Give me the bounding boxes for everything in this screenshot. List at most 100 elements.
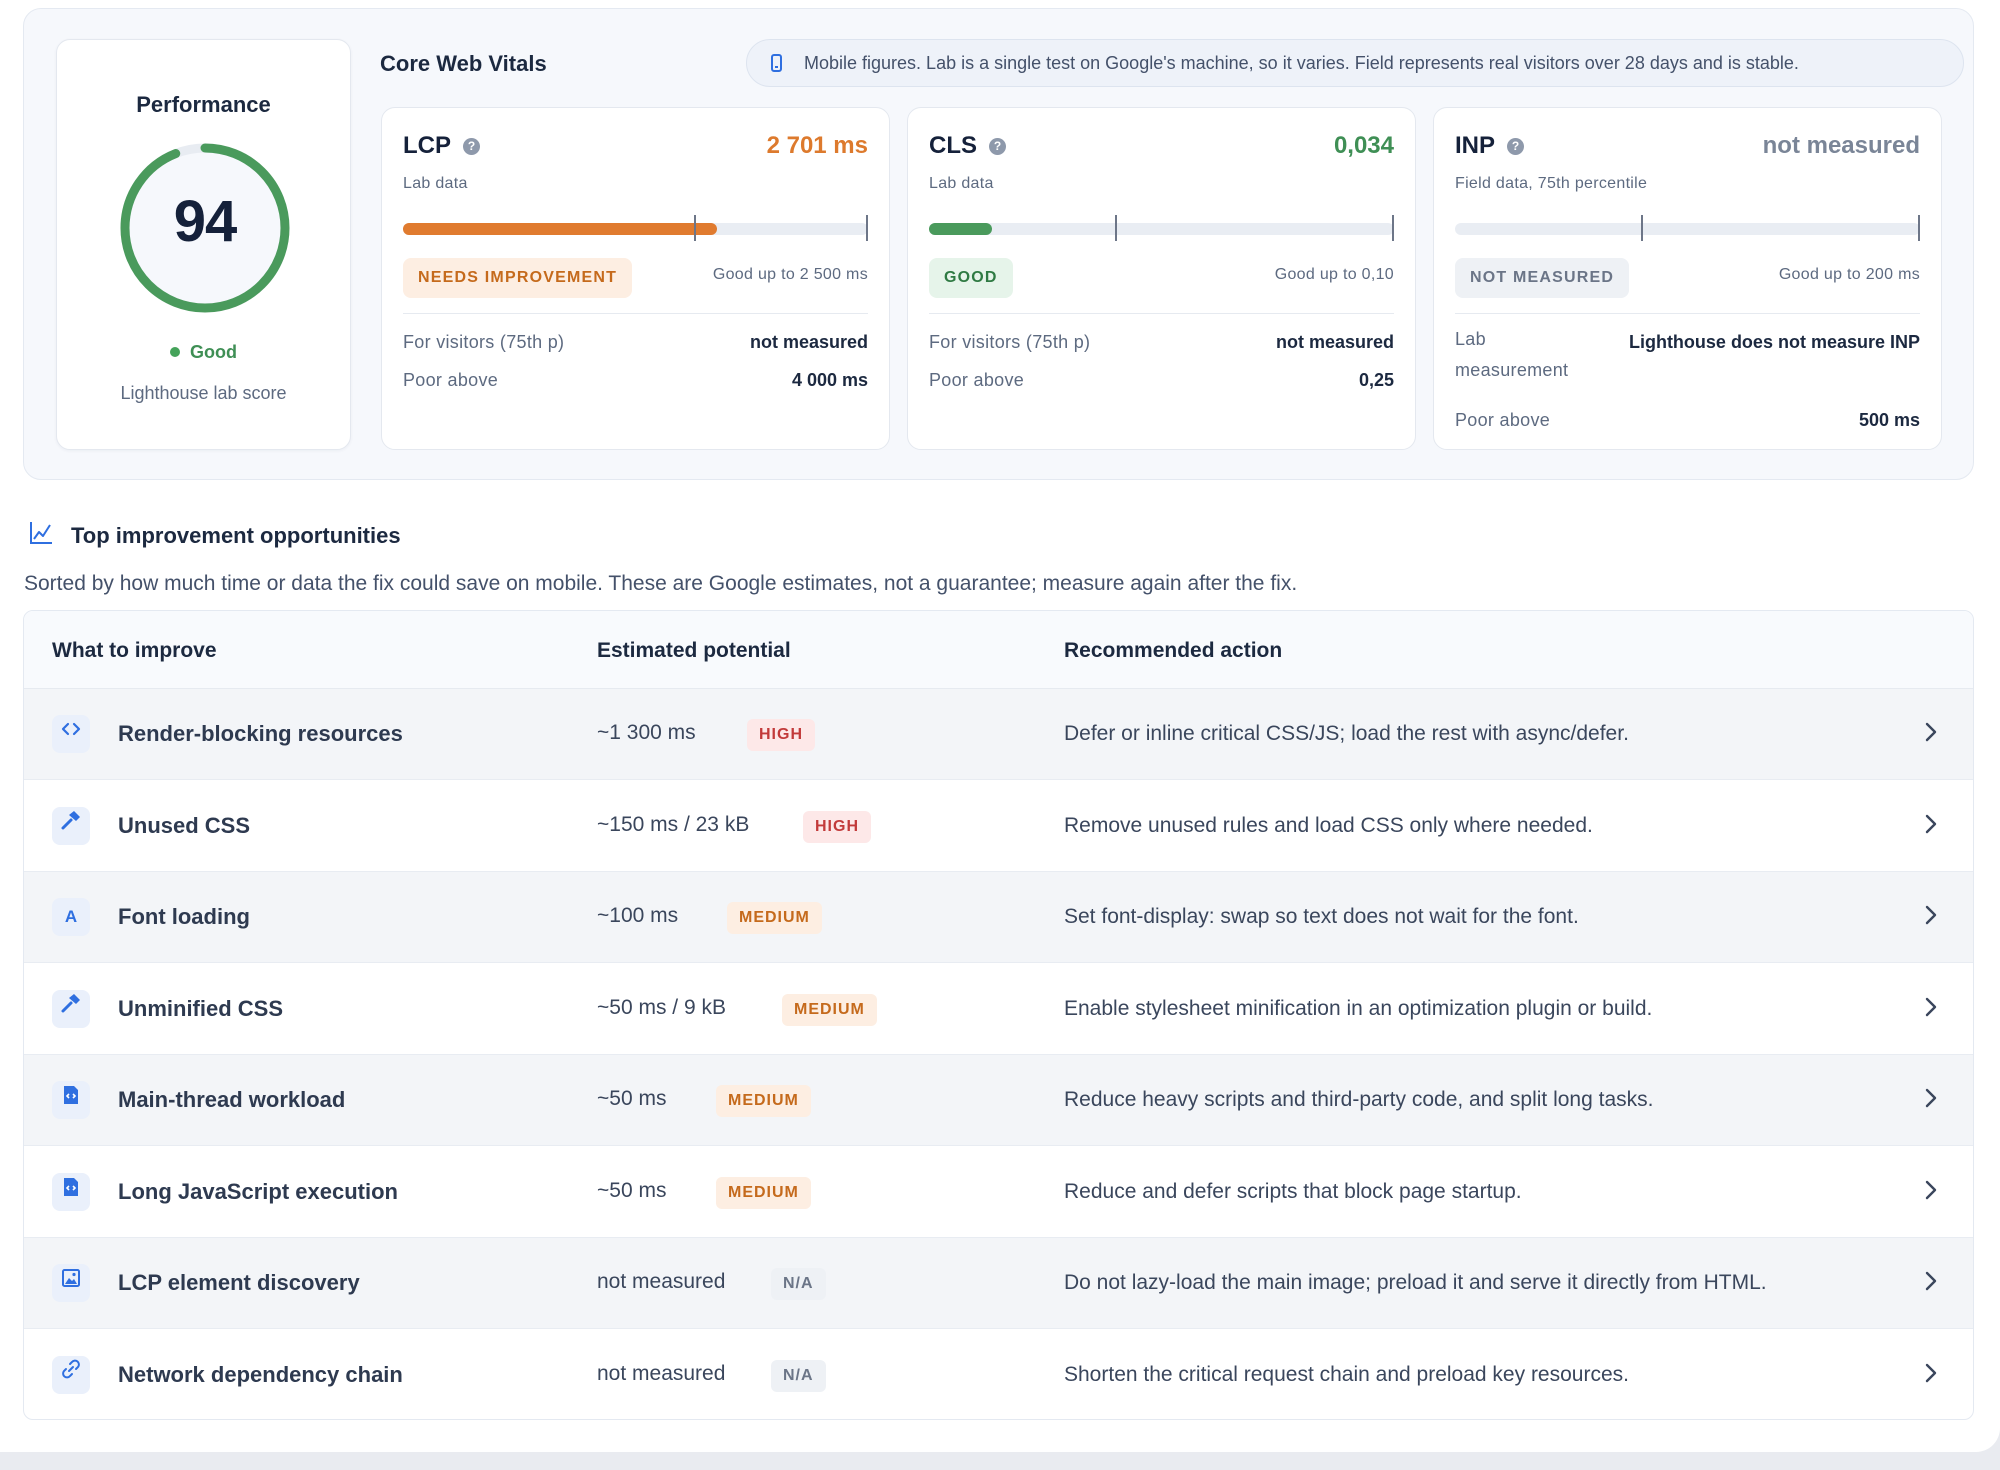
metric-good-threshold: Good up to 0,10 — [1274, 266, 1394, 283]
metric-row2-label: Poor above — [1455, 410, 1551, 430]
metric-bar-fill — [403, 223, 717, 235]
opportunities-description: Sorted by how much time or data the fix … — [24, 572, 1298, 595]
performance-gauge: 94 — [117, 140, 293, 316]
table-row[interactable]: Render-blocking resources ~1 300 ms HIGH… — [24, 689, 1973, 780]
metric-value: 0,034 — [1333, 132, 1394, 159]
chevron-right-icon[interactable] — [1918, 1177, 1944, 1203]
link-icon — [52, 1355, 90, 1394]
metric-row2-value: 4 000 ms — [791, 370, 868, 390]
divider — [1455, 313, 1920, 314]
performance-status: Good — [57, 342, 350, 363]
impact-badge: MEDIUM — [716, 1085, 811, 1117]
metric-good-threshold: Good up to 2 500 ms — [712, 266, 868, 283]
metric-end-tick — [866, 215, 868, 241]
script-file-icon — [52, 1172, 90, 1211]
cwv-note-text: Mobile figures. Lab is a single test on … — [804, 53, 1799, 73]
metric-status-badge: GOOD — [929, 258, 1013, 298]
opportunity-name: LCP element discovery — [118, 1270, 360, 1295]
performance-title: Performance — [136, 92, 271, 117]
status-dot-icon — [170, 347, 180, 357]
opportunity-potential: not measured — [597, 1270, 726, 1293]
metric-end-tick — [1918, 215, 1920, 241]
opportunity-potential: ~50 ms — [597, 1178, 667, 1202]
metric-card-inp: INP? Field data, 75th percentile not mea… — [1433, 107, 1942, 450]
metric-card-cls: CLS? Lab data 0,034 GOOD Good up to 0,10… — [907, 107, 1416, 450]
header-action: Recommended action — [1064, 639, 1283, 662]
table-row[interactable]: Network dependency chain not measured N/… — [24, 1330, 1973, 1420]
opportunity-name: Network dependency chain — [118, 1361, 403, 1387]
metric-row1-label: Lab measurement — [1455, 329, 1569, 380]
opportunity-name: Unused CSS — [118, 812, 251, 838]
metric-bar — [403, 215, 868, 241]
table-row[interactable]: A Font loading ~100 ms MEDIUM Set font-d… — [24, 872, 1973, 963]
metric-bar — [929, 215, 1394, 241]
divider — [929, 313, 1394, 314]
impact-badge: MEDIUM — [727, 902, 822, 934]
performance-score: 94 — [173, 189, 238, 254]
metric-bar-fill — [929, 223, 993, 235]
metric-source: Field data, 75th percentile — [1455, 175, 1648, 192]
impact-badge: HIGH — [747, 719, 815, 751]
table-row[interactable]: Unused CSS ~150 ms / 23 kB HIGH Remove u… — [24, 781, 1973, 872]
metric-row1-value: not measured — [749, 332, 868, 352]
metric-bar-track — [929, 223, 1394, 235]
metric-value: not measured — [1762, 132, 1920, 159]
chevron-right-icon[interactable] — [1918, 1085, 1944, 1111]
opportunity-action: Shorten the critical request chain and p… — [1064, 1362, 1629, 1386]
font-icon: A — [52, 898, 90, 936]
opportunity-potential: ~50 ms / 9 kB — [597, 995, 726, 1019]
opportunity-action: Defer or inline critical CSS/JS; load th… — [1064, 722, 1629, 745]
performance-status-label: Good — [190, 342, 237, 362]
table-row[interactable]: Unminified CSS ~50 ms / 9 kB MEDIUM Enab… — [24, 964, 1973, 1055]
chevron-right-icon[interactable] — [1918, 1360, 1944, 1386]
metric-source: Lab data — [403, 175, 468, 192]
help-icon[interactable]: ? — [1507, 138, 1525, 155]
impact-badge: N/A — [771, 1268, 826, 1300]
metric-name: CLS? — [929, 132, 1006, 160]
opportunity-potential: not measured — [597, 1361, 726, 1385]
metric-bar — [1455, 215, 1920, 241]
opportunity-potential: ~150 ms / 23 kB — [597, 812, 750, 836]
chevron-right-icon[interactable] — [1918, 1268, 1944, 1294]
opportunity-potential: ~50 ms — [597, 1087, 667, 1110]
metric-status-badge: NOT MEASURED — [1455, 258, 1630, 298]
opportunity-action: Reduce and defer scripts that block page… — [1064, 1179, 1522, 1203]
impact-badge: MEDIUM — [782, 993, 877, 1026]
opportunity-action: Reduce heavy scripts and third-party cod… — [1064, 1088, 1654, 1111]
metric-threshold-tick — [1641, 215, 1643, 241]
help-icon[interactable]: ? — [989, 138, 1006, 155]
metric-threshold-tick — [1115, 215, 1117, 241]
table-row[interactable]: Main-thread workload ~50 ms MEDIUM Reduc… — [24, 1055, 1973, 1146]
opportunity-action: Remove unused rules and load CSS only wh… — [1064, 813, 1593, 837]
table-row[interactable]: LCP element discovery not measured N/A D… — [24, 1238, 1973, 1329]
chevron-right-icon[interactable] — [1918, 719, 1944, 745]
impact-badge: HIGH — [803, 810, 871, 843]
phone-icon — [771, 54, 782, 72]
opportunity-name: Unminified CSS — [118, 995, 284, 1021]
cwv-note: Mobile figures. Lab is a single test on … — [746, 39, 1964, 87]
opportunities-table: What to improve Estimated potential Reco… — [23, 610, 1974, 1420]
opportunity-potential: ~100 ms — [597, 904, 679, 927]
chevron-right-icon[interactable] — [1918, 902, 1944, 928]
chevron-right-icon[interactable] — [1918, 994, 1944, 1020]
header-potential: Estimated potential — [597, 639, 791, 662]
opportunity-action: Do not lazy-load the main image; preload… — [1064, 1271, 1767, 1294]
table-row[interactable]: Long JavaScript execution ~50 ms MEDIUM … — [24, 1147, 1973, 1238]
opportunity-action: Enable stylesheet minification in an opt… — [1064, 996, 1653, 1020]
metric-row2-value: 0,25 — [1358, 370, 1394, 390]
chart-trend-icon — [30, 522, 52, 544]
impact-badge: N/A — [771, 1359, 826, 1392]
metric-bar-track — [1455, 223, 1920, 235]
metric-card-lcp: LCP? Lab data 2 701 ms NEEDS IMPROVEMENT… — [381, 107, 890, 450]
metric-row2-label: Poor above — [403, 370, 499, 390]
metric-row2-value: 500 ms — [1858, 410, 1920, 430]
hammer-icon — [52, 989, 90, 1028]
header-what: What to improve — [52, 639, 217, 662]
cwv-title: Core Web Vitals — [380, 51, 547, 76]
impact-badge: MEDIUM — [716, 1176, 811, 1209]
help-icon[interactable]: ? — [463, 138, 480, 155]
metric-name: LCP? — [403, 132, 480, 160]
divider — [403, 313, 868, 314]
performance-card: Performance 94 Good Lighthouse lab score — [56, 39, 351, 450]
chevron-right-icon[interactable] — [1918, 811, 1944, 837]
